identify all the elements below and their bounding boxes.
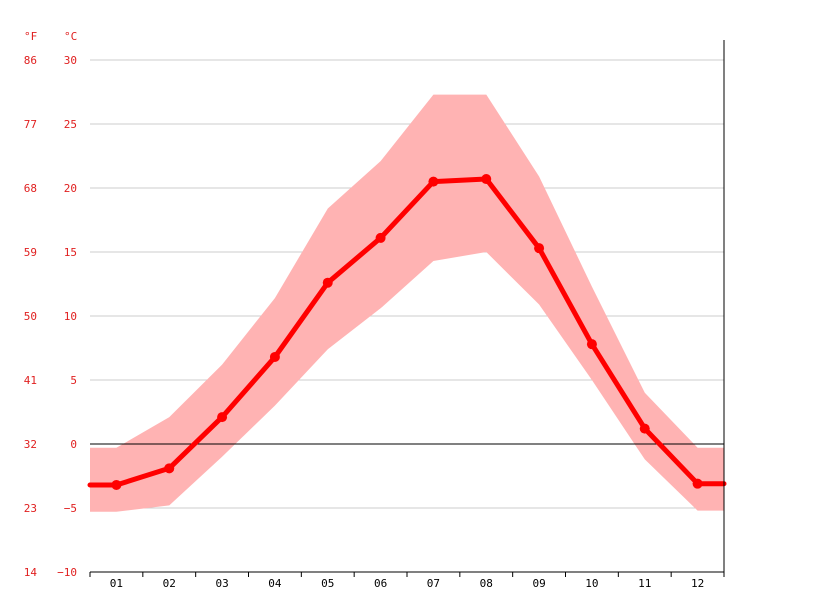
x-tick-label: 07	[427, 577, 440, 590]
mean-point	[269, 351, 280, 362]
mean-point	[375, 232, 386, 243]
mean-point	[111, 479, 122, 490]
mean-point	[639, 423, 650, 434]
x-tick-label: 05	[321, 577, 334, 590]
mean-line-path	[87, 176, 727, 488]
x-tick-label: 08	[480, 577, 493, 590]
y-tick-fahrenheit: 77	[24, 118, 37, 131]
axes	[89, 40, 725, 577]
y-tick-fahrenheit: 68	[24, 182, 37, 195]
y-tick-fahrenheit: 32	[24, 438, 37, 451]
y-tick-celsius: 30	[64, 54, 77, 67]
x-tick-label: 01	[110, 577, 123, 590]
y-tick-fahrenheit: 59	[24, 246, 37, 259]
y-tick-celsius: −5	[64, 502, 77, 515]
mean-point	[534, 243, 545, 254]
mean-point	[586, 339, 597, 350]
x-tick-label: 11	[638, 577, 651, 590]
mean-point	[164, 463, 175, 474]
range-band-area	[90, 94, 724, 512]
x-tick-label: 09	[532, 577, 545, 590]
mean-point	[481, 174, 492, 185]
y-tick-fahrenheit: 14	[24, 566, 38, 579]
y-tick-celsius: 5	[70, 374, 77, 387]
x-tick-label: 02	[163, 577, 176, 590]
y-tick-fahrenheit: 50	[24, 310, 37, 323]
x-tick-label: 04	[268, 577, 282, 590]
y-tick-fahrenheit: 86	[24, 54, 37, 67]
temperature-range-band	[90, 94, 724, 512]
mean-point	[692, 478, 703, 489]
mean-point	[217, 412, 228, 423]
fahrenheit-unit-label: °F	[24, 30, 37, 43]
y-tick-fahrenheit: 23	[24, 502, 37, 515]
axis-labels: °F °C 86 30 77 25 68 20 59 15 50 10 41 5 32 0 23 −5 14 −1…	[24, 30, 704, 590]
x-tick-label: 12	[691, 577, 704, 590]
x-tick-label: 06	[374, 577, 387, 590]
mean-point	[428, 176, 439, 187]
x-tick-label: 10	[585, 577, 598, 590]
y-tick-celsius: −10	[57, 566, 77, 579]
y-tick-celsius: 10	[64, 310, 77, 323]
y-tick-celsius: 20	[64, 182, 77, 195]
celsius-unit-label: °C	[64, 30, 77, 43]
y-tick-celsius: 0	[70, 438, 77, 451]
y-tick-celsius: 15	[64, 246, 77, 259]
mean-point	[322, 277, 333, 288]
y-tick-fahrenheit: 41	[24, 374, 37, 387]
y-tick-celsius: 25	[64, 118, 77, 131]
mean-temperature-line	[87, 174, 727, 490]
x-tick-label: 03	[215, 577, 228, 590]
